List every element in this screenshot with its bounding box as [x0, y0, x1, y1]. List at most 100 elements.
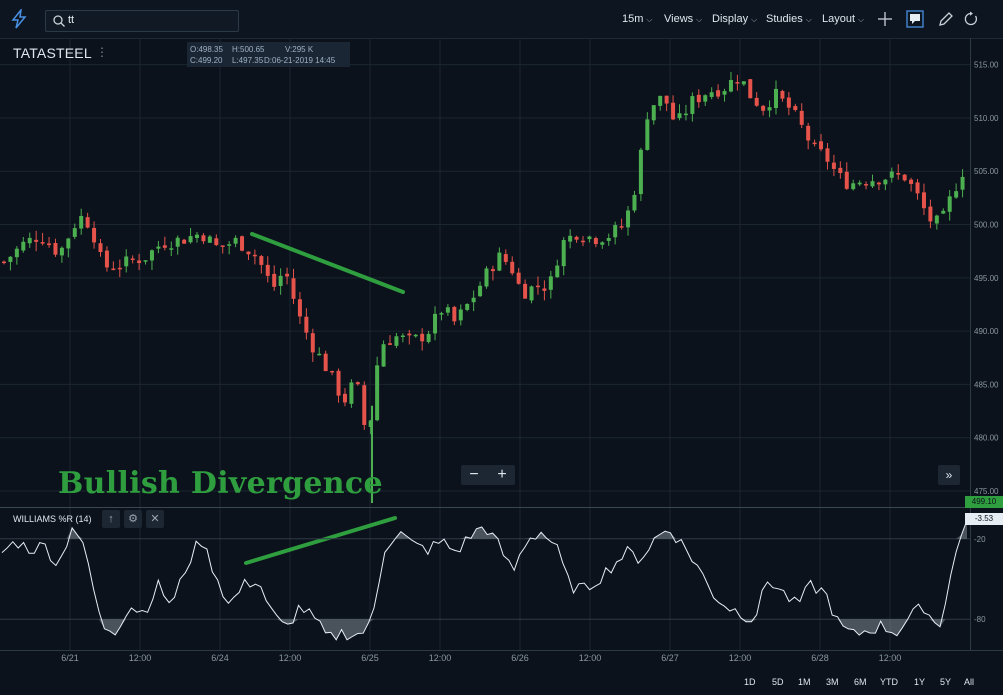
time-tick-label: 6/28	[811, 653, 829, 663]
candle-body	[368, 420, 373, 427]
candle-body	[323, 353, 328, 372]
candle-body	[954, 191, 959, 198]
candle-body	[291, 278, 296, 299]
candle-body	[220, 245, 225, 247]
candle-body	[143, 260, 148, 262]
candle-body	[246, 251, 251, 255]
candle-body	[182, 239, 187, 244]
candle-body	[883, 179, 888, 185]
candle-body	[433, 313, 438, 334]
candle-body	[304, 316, 309, 333]
zoom-controls: − +	[461, 465, 515, 485]
candle-body	[381, 344, 386, 367]
candle-body	[47, 243, 52, 246]
lightning-icon[interactable]	[9, 9, 29, 29]
candle-body	[696, 94, 701, 103]
candle-body	[471, 297, 476, 303]
candle-body	[195, 234, 199, 239]
range-button-1d[interactable]: 1D	[744, 677, 756, 687]
candle-body	[947, 196, 952, 212]
indicator-label: WILLIAMS %R (14)	[13, 514, 92, 524]
candle-body	[497, 252, 502, 271]
candle-body	[188, 236, 193, 243]
time-tick-label: 6/26	[511, 653, 529, 663]
pencil-icon[interactable]	[937, 10, 955, 28]
indicator-trendline	[244, 516, 397, 565]
views-menu[interactable]: Views ⌵	[664, 13, 702, 25]
candle-body	[137, 260, 142, 264]
zoom-out-button[interactable]: −	[469, 466, 479, 483]
range-button-3m[interactable]: 3M	[826, 677, 839, 687]
symbol-name[interactable]: TATASTEEL	[13, 45, 92, 61]
display-menu[interactable]: Display ⌵	[712, 13, 757, 25]
studies-label: Studies	[766, 13, 803, 25]
time-tick-label: 12:00	[879, 653, 902, 663]
chevron-down-icon: ⌵	[646, 15, 653, 24]
candle-body	[458, 309, 463, 321]
candle-body	[2, 261, 6, 264]
candle-body	[812, 142, 817, 145]
candle-body	[664, 95, 669, 104]
range-button-6m[interactable]: 6M	[854, 677, 867, 687]
layout-menu[interactable]: Layout ⌵	[822, 13, 864, 25]
close-icon[interactable]: ✕	[146, 510, 164, 528]
time-tick-label: 6/21	[61, 653, 79, 663]
candle-body	[388, 343, 392, 345]
reset-icon[interactable]	[962, 10, 980, 28]
studies-menu[interactable]: Studies ⌵	[766, 13, 812, 25]
candle-body	[889, 171, 894, 178]
time-tick-label: 12:00	[729, 653, 752, 663]
candle-body	[838, 167, 843, 174]
price-tick-label: 505.00	[974, 167, 999, 176]
more-options-icon[interactable]: ⋮	[96, 45, 108, 59]
williams-tick-label: -20	[974, 535, 986, 544]
candle-body	[169, 248, 174, 250]
candle-body	[79, 215, 84, 229]
range-button-1m[interactable]: 1M	[798, 677, 811, 687]
symbol-search-input[interactable]: tt	[45, 10, 239, 32]
candle-body	[606, 238, 611, 241]
candle-body	[587, 236, 592, 240]
crosshair-plus-icon[interactable]	[876, 10, 894, 28]
candle-body	[728, 79, 733, 92]
scroll-to-latest-button[interactable]: »	[938, 465, 960, 485]
ohlc-close: C:499.20	[190, 56, 223, 65]
time-tick-label: 12:00	[429, 653, 452, 663]
range-button-5y[interactable]: 5Y	[940, 677, 952, 687]
range-button-5d[interactable]: 5D	[772, 677, 784, 687]
time-tick-label: 12:00	[279, 653, 302, 663]
candle-body	[465, 303, 470, 310]
williams-overbought-fill	[2, 520, 967, 539]
candle-body	[516, 272, 521, 284]
range-button-all[interactable]: All	[964, 677, 975, 687]
candle-body	[574, 236, 579, 240]
search-icon	[53, 15, 65, 27]
candle-body	[921, 192, 926, 209]
interval-menu[interactable]: 15m ⌵	[622, 13, 652, 25]
candle-body	[806, 125, 811, 141]
move-up-icon[interactable]: ↑	[102, 510, 120, 528]
candle-body	[439, 313, 444, 315]
zoom-in-button[interactable]: +	[497, 466, 507, 483]
candle-body	[593, 238, 598, 245]
range-button-ytd[interactable]: YTD	[880, 677, 898, 687]
candle-body	[535, 285, 540, 288]
candle-body	[252, 254, 257, 257]
candle-body	[896, 172, 901, 175]
price-tick-label: 485.00	[974, 380, 999, 389]
gear-icon[interactable]: ⚙	[124, 510, 142, 528]
ohlc-volume: V:295 K	[285, 45, 314, 54]
candle-body	[478, 285, 483, 297]
price-tick-label: 500.00	[974, 221, 999, 230]
williams-value-tag: -3.53	[965, 513, 1003, 525]
candle-body	[207, 236, 212, 243]
candle-body	[53, 242, 58, 255]
candle-body	[857, 182, 862, 185]
candle-body	[523, 283, 528, 299]
candle-body	[799, 110, 804, 125]
range-button-1y[interactable]: 1Y	[914, 677, 926, 687]
candle-body	[40, 242, 45, 244]
candle-body	[98, 243, 103, 253]
comment-icon[interactable]	[906, 10, 924, 28]
